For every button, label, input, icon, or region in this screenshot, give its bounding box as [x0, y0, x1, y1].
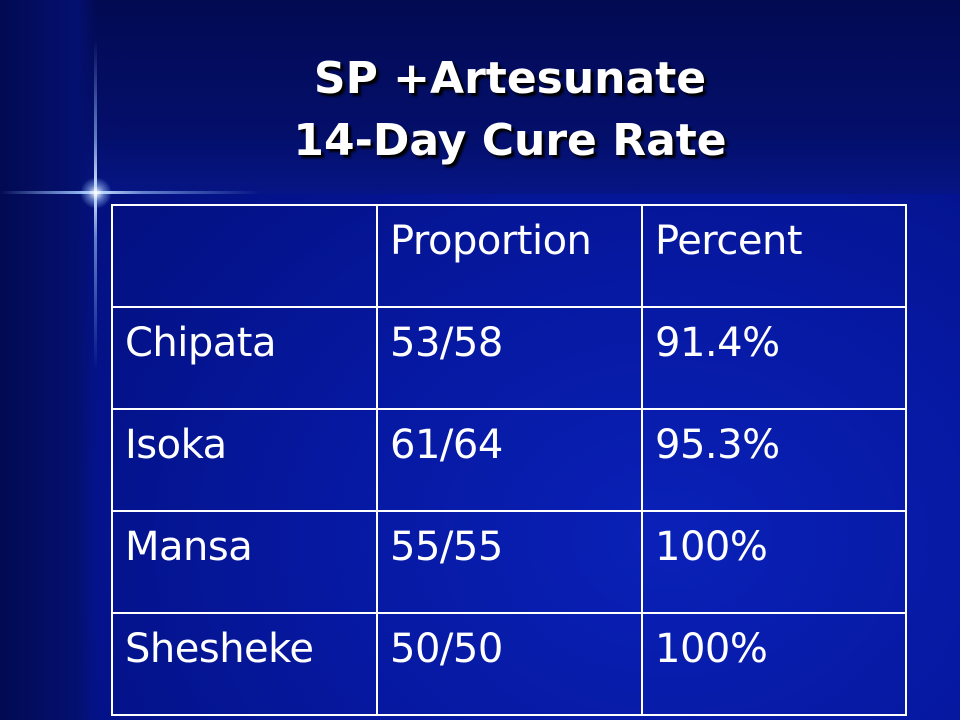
title-line-2: 14-Day Cure Rate: [293, 115, 727, 166]
table-header-row: Proportion Percent: [111, 204, 907, 308]
light-flare-horizontal: [0, 191, 260, 194]
table-row: Isoka 61/64 95.3%: [111, 408, 907, 512]
table-row: Shesheke 50/50 100%: [111, 612, 907, 716]
header-band: [0, 0, 960, 194]
proportion-cell: 50/50: [376, 612, 643, 716]
proportion-cell: 55/55: [376, 510, 643, 614]
header-cell-percent: Percent: [641, 204, 907, 308]
site-cell: Mansa: [111, 510, 378, 614]
percent-cell: 100%: [641, 510, 907, 614]
percent-cell: 91.4%: [641, 306, 907, 410]
header-cell-site: [111, 204, 378, 308]
light-flare-glow: [80, 177, 112, 209]
title-line-1: SP +Artesunate: [313, 53, 707, 104]
table-row: Chipata 53/58 91.4%: [111, 306, 907, 410]
percent-cell: 95.3%: [641, 408, 907, 512]
left-band: [0, 0, 96, 720]
site-cell: Shesheke: [111, 612, 378, 716]
header-cell-proportion: Proportion: [376, 204, 643, 308]
slide-title: SP +Artesunate 14-Day Cure Rate: [90, 48, 930, 172]
proportion-cell: 61/64: [376, 408, 643, 512]
site-cell: Chipata: [111, 306, 378, 410]
table-row: Mansa 55/55 100%: [111, 510, 907, 614]
percent-cell: 100%: [641, 612, 907, 716]
proportion-cell: 53/58: [376, 306, 643, 410]
site-cell: Isoka: [111, 408, 378, 512]
cure-rate-table: Proportion Percent Chipata 53/58 91.4% I…: [111, 204, 907, 716]
